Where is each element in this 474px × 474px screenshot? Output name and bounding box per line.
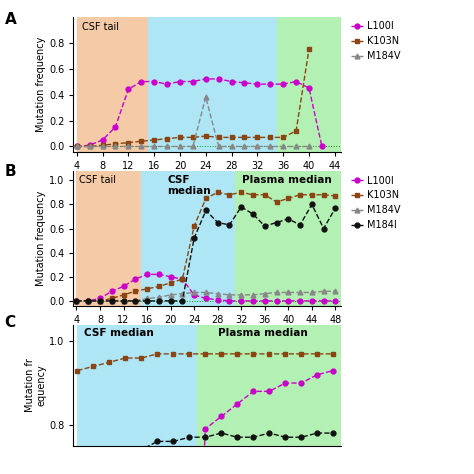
Legend: L100I, K103N, M184V, M184I: L100I, K103N, M184V, M184I xyxy=(352,175,401,230)
Bar xyxy=(148,17,277,152)
Text: CSF tail: CSF tail xyxy=(82,22,118,32)
X-axis label: Days: Days xyxy=(193,172,221,182)
Y-axis label: Mutation frequency: Mutation frequency xyxy=(36,191,46,286)
Text: B: B xyxy=(5,164,17,179)
Bar xyxy=(277,17,348,152)
Bar xyxy=(76,171,141,306)
Text: CSF tail: CSF tail xyxy=(79,175,116,185)
Text: CSF
median: CSF median xyxy=(167,175,211,196)
Y-axis label: Mutation fr
equency: Mutation fr equency xyxy=(25,358,46,412)
Text: CSF median: CSF median xyxy=(84,328,154,338)
Y-axis label: Mutation frequency: Mutation frequency xyxy=(36,36,46,132)
Bar xyxy=(77,325,197,446)
Text: C: C xyxy=(5,315,16,330)
Bar xyxy=(235,171,341,306)
Bar xyxy=(141,171,235,306)
Bar xyxy=(197,325,341,446)
Text: Plasma median: Plasma median xyxy=(242,175,332,185)
Legend: L100I, K103N, M184V: L100I, K103N, M184V xyxy=(352,21,401,61)
Bar xyxy=(77,17,148,152)
Text: Plasma median: Plasma median xyxy=(218,328,308,338)
Text: A: A xyxy=(5,12,17,27)
X-axis label: Days: Days xyxy=(193,326,221,336)
